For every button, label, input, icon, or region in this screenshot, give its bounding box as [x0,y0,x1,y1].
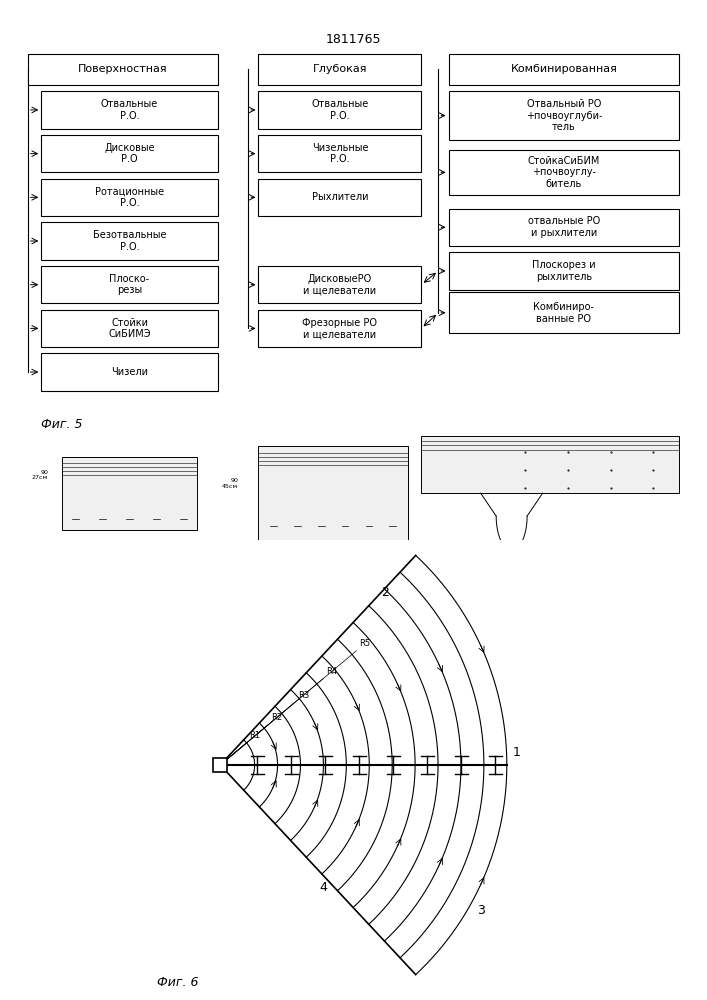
Bar [41,135,218,172]
Bar [448,150,679,195]
Text: Плоскорез и
рыхлитель: Плоскорез и рыхлитель [532,260,596,282]
Text: отвальные РО
и рыхлители: отвальные РО и рыхлители [528,216,600,238]
Text: Отвальный РО
+почвоуглуби-
тель: Отвальный РО +почвоуглуби- тель [525,99,602,132]
Bar [41,91,218,129]
Bar [259,179,421,216]
Text: Чизели: Чизели [111,367,148,377]
Bar [41,179,218,216]
Text: Отвальные
Р.О.: Отвальные Р.О. [101,99,158,121]
Text: СтойкаСиБИМ
+почвоуглу-
битель: СтойкаСиБИМ +почвоуглу- битель [527,156,600,189]
Text: R3: R3 [298,691,309,700]
Bar [62,457,197,530]
Text: 1811765: 1811765 [326,33,381,46]
Text: Стойки
СиБИМЭ: Стойки СиБИМЭ [108,318,151,339]
Bar [448,252,679,290]
Bar [259,310,421,347]
Bar [421,436,679,493]
Text: Чизельные
Р.О.: Чизельные Р.О. [312,143,368,164]
Text: Фиг. 6: Фиг. 6 [157,976,199,989]
Text: Ротационные
Р.О.: Ротационные Р.О. [95,187,164,208]
Bar [41,222,218,260]
Text: Рыхлители: Рыхлители [312,192,368,202]
Text: Фиг. 5: Фиг. 5 [41,418,83,431]
Text: R1: R1 [250,731,261,740]
Text: ДисковыеРО
и щелеватели: ДисковыеРО и щелеватели [303,274,377,295]
Text: R2: R2 [271,713,283,722]
Text: Дисковые
Р.О: Дисковые Р.О [104,143,155,164]
Text: 90
45см: 90 45см [222,478,238,489]
Bar [448,209,679,246]
Text: 90
27см: 90 27см [32,470,48,480]
Text: Комбиниро-
ванные РО: Комбиниро- ванные РО [533,302,595,324]
Bar [259,135,421,172]
Text: 3: 3 [477,904,485,917]
Bar [213,758,228,772]
Bar [448,91,679,140]
Bar [448,54,679,85]
Bar [41,266,218,303]
Text: Глубокая: Глубокая [312,64,367,74]
Text: Отвальные
Р.О.: Отвальные Р.О. [311,99,368,121]
Text: Безотвальные
Р.О.: Безотвальные Р.О. [93,230,166,252]
Text: R5: R5 [359,639,370,648]
Text: Поверхностная: Поверхностная [78,64,168,74]
Text: Плоско-
резы: Плоско- резы [110,274,150,295]
Text: 1: 1 [513,746,520,759]
Bar [259,54,421,85]
Text: 4: 4 [319,881,327,894]
Bar [448,292,679,333]
Bar [41,310,218,347]
Text: Комбинированная: Комбинированная [510,64,617,74]
Bar [28,54,218,85]
Text: Фрезорные РО
и щелеватели: Фрезорные РО и щелеватели [303,318,378,339]
Text: R4: R4 [327,667,337,676]
Bar [259,446,408,540]
Bar [41,353,218,391]
Bar [259,91,421,129]
Bar [259,266,421,303]
Text: 2: 2 [381,586,389,599]
